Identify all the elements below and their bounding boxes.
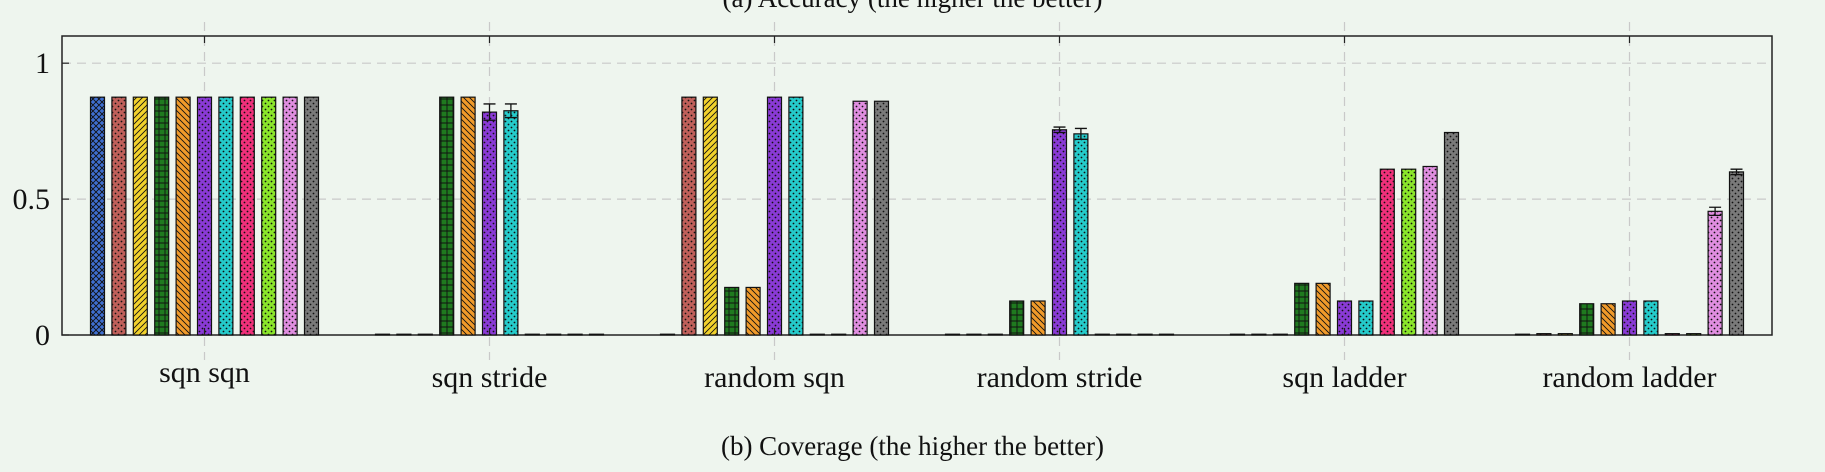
bar xyxy=(1600,303,1616,336)
bar xyxy=(439,96,455,336)
bar xyxy=(460,96,476,336)
ticks-layer: 0 0.5 1 sqn sqn sqn stride random sqn random s… xyxy=(13,36,1717,394)
x-tick-label: random sqn xyxy=(704,361,845,394)
bar xyxy=(1315,282,1331,336)
bar xyxy=(659,333,676,336)
error-bar xyxy=(1730,168,1743,176)
bar xyxy=(503,110,519,336)
x-tick-label: random stride xyxy=(977,361,1143,394)
bar xyxy=(1728,171,1745,336)
bar xyxy=(1707,210,1723,336)
bar xyxy=(766,96,783,336)
bar xyxy=(702,96,718,336)
y-tick-label: 0.5 xyxy=(13,183,51,216)
bar xyxy=(681,96,697,336)
bar xyxy=(303,96,320,336)
bar xyxy=(1443,131,1460,336)
bar xyxy=(218,96,234,336)
x-tick-label: sqn stride xyxy=(432,361,548,394)
bar xyxy=(524,333,540,336)
bar xyxy=(1664,333,1680,336)
error-bar xyxy=(504,103,517,119)
bar xyxy=(1422,165,1438,336)
error-bar xyxy=(1053,126,1066,134)
bar xyxy=(831,333,847,336)
error-bar xyxy=(1709,206,1722,217)
bar xyxy=(944,333,961,336)
x-tick-label: sqn ladder xyxy=(1282,361,1406,394)
bar xyxy=(196,96,213,336)
bottom-caption: (b) Coverage (the higher the better) xyxy=(720,431,1105,461)
bar xyxy=(1536,333,1552,336)
bar xyxy=(111,96,127,336)
bar xyxy=(1137,333,1153,336)
bar xyxy=(396,333,412,336)
bar xyxy=(588,333,605,336)
bar xyxy=(1579,303,1595,336)
y-tick-label: 1 xyxy=(35,47,50,80)
bar xyxy=(417,333,433,336)
bar xyxy=(788,96,804,336)
bar xyxy=(1358,300,1374,336)
bar xyxy=(1686,333,1702,336)
bar xyxy=(1158,333,1175,336)
bars-layer xyxy=(89,96,1745,336)
bar xyxy=(1051,129,1068,336)
bar xyxy=(809,333,825,336)
x-tick-label: sqn sqn xyxy=(159,356,250,389)
bar xyxy=(261,96,277,336)
bar xyxy=(1379,168,1395,336)
bar xyxy=(1030,300,1046,336)
bar xyxy=(132,96,148,336)
plot-frame xyxy=(61,35,1773,336)
bar xyxy=(481,111,498,336)
bar xyxy=(239,96,255,336)
bar xyxy=(89,96,106,336)
bar xyxy=(546,333,562,336)
bar xyxy=(1094,333,1110,336)
x-tick-label: random ladder xyxy=(1542,361,1716,394)
bar xyxy=(567,333,583,336)
bar xyxy=(1116,333,1132,336)
bar xyxy=(282,96,298,336)
bar xyxy=(745,286,761,336)
bar xyxy=(873,100,890,336)
error-bar xyxy=(1074,127,1087,140)
bar xyxy=(724,286,740,336)
bar xyxy=(175,96,191,336)
bar xyxy=(966,333,982,336)
bar xyxy=(1272,333,1288,336)
bar xyxy=(1073,133,1089,336)
bar xyxy=(1401,168,1417,336)
bar xyxy=(1229,333,1246,336)
bar xyxy=(987,333,1003,336)
y-tick-label: 0 xyxy=(35,319,50,352)
bar xyxy=(852,100,868,336)
error-bar xyxy=(483,103,496,121)
bar xyxy=(1514,333,1531,336)
bar xyxy=(1009,300,1025,336)
bar xyxy=(1557,333,1573,336)
bar xyxy=(374,333,391,336)
bar xyxy=(1643,300,1659,336)
bar xyxy=(1294,282,1310,336)
top-caption: (a) Accuracy (the higher the better) xyxy=(0,0,1825,14)
bar xyxy=(1251,333,1267,336)
bar xyxy=(154,96,170,336)
